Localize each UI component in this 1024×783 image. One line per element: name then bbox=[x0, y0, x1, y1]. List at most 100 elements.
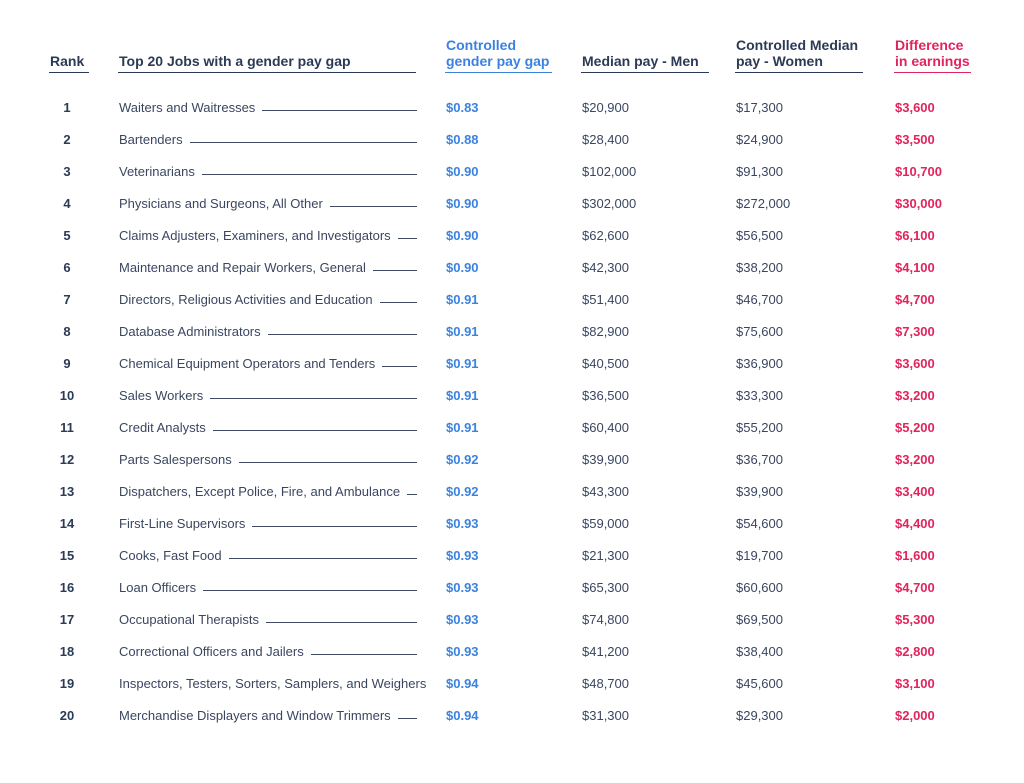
table-row: 20 Merchandise Displayers and Window Trim… bbox=[0, 708, 1024, 740]
table-row: 1 Waiters and Waitresses $0.83 $20,900 $17,3… bbox=[0, 100, 1024, 132]
header-women-line2: pay - Women bbox=[736, 53, 823, 69]
men-pay-cell: $48,700 bbox=[582, 676, 629, 691]
difference-cell: $3,600 bbox=[895, 356, 935, 371]
gap-cell: $0.90 bbox=[446, 228, 479, 243]
difference-cell: $4,400 bbox=[895, 516, 935, 531]
women-pay-cell: $36,700 bbox=[736, 452, 783, 467]
table-row: 11 Credit Analysts $0.91 $60,400 $55,200 $5,2… bbox=[0, 420, 1024, 452]
difference-cell: $10,700 bbox=[895, 164, 942, 179]
leader-line bbox=[265, 621, 417, 623]
job-cell: Cooks, Fast Food bbox=[119, 548, 417, 564]
leader-line bbox=[407, 493, 417, 495]
job-title: Parts Salespersons bbox=[119, 452, 232, 467]
job-title: Sales Workers bbox=[119, 388, 204, 403]
rank-cell: 12 bbox=[59, 452, 75, 467]
leader-line bbox=[379, 301, 417, 303]
table-row: 14 First-Line Supervisors $0.93 $59,000 $54,… bbox=[0, 516, 1024, 548]
job-title: Credit Analysts bbox=[119, 420, 206, 435]
women-pay-cell: $69,500 bbox=[736, 612, 783, 627]
table-row: 10 Sales Workers $0.91 $36,500 $33,300 $3,200 bbox=[0, 388, 1024, 420]
difference-cell: $4,700 bbox=[895, 292, 935, 307]
table-row: 4 Physicians and Surgeons, All Other $0.90… bbox=[0, 196, 1024, 228]
job-cell: Dispatchers, Except Police, Fire, and Am… bbox=[119, 484, 417, 500]
gap-cell: $0.90 bbox=[446, 164, 479, 179]
table-row: 6 Maintenance and Repair Workers, General… bbox=[0, 260, 1024, 292]
women-pay-cell: $39,900 bbox=[736, 484, 783, 499]
leader-line bbox=[189, 141, 417, 143]
rank-cell: 14 bbox=[59, 516, 75, 531]
difference-cell: $5,300 bbox=[895, 612, 935, 627]
rank-cell: 9 bbox=[63, 356, 71, 371]
table-row: 3 Veterinarians $0.90 $102,000 $91,300 $10,70… bbox=[0, 164, 1024, 196]
job-cell: Occupational Therapists bbox=[119, 612, 417, 628]
men-pay-cell: $42,300 bbox=[582, 260, 629, 275]
women-pay-cell: $36,900 bbox=[736, 356, 783, 371]
women-pay-cell: $91,300 bbox=[736, 164, 783, 179]
men-pay-cell: $62,600 bbox=[582, 228, 629, 243]
job-title: Waiters and Waitresses bbox=[119, 100, 256, 115]
difference-cell: $3,100 bbox=[895, 676, 935, 691]
difference-cell: $3,600 bbox=[895, 100, 935, 115]
rank-cell: 16 bbox=[59, 580, 75, 595]
rank-cell: 11 bbox=[60, 420, 74, 435]
rank-cell: 4 bbox=[63, 196, 71, 211]
header-men: Median pay - Men bbox=[582, 53, 699, 69]
rank-cell: 19 bbox=[59, 676, 75, 691]
table-row: 8 Database Administrators $0.91 $82,900 $75,… bbox=[0, 324, 1024, 356]
header-job: Top 20 Jobs with a gender pay gap bbox=[119, 53, 351, 69]
men-pay-cell: $36,500 bbox=[582, 388, 629, 403]
job-cell: First-Line Supervisors bbox=[119, 516, 417, 532]
difference-cell: $1,600 bbox=[895, 548, 935, 563]
men-pay-cell: $51,400 bbox=[582, 292, 629, 307]
table-row: 9 Chemical Equipment Operators and Tender… bbox=[0, 356, 1024, 388]
leader-line bbox=[397, 717, 417, 719]
header-gap-underline bbox=[445, 72, 552, 73]
rank-cell: 17 bbox=[59, 612, 75, 627]
job-cell: Maintenance and Repair Workers, General bbox=[119, 260, 417, 276]
header-men-underline bbox=[581, 72, 709, 73]
table-row: 5 Claims Adjusters, Examiners, and Invest… bbox=[0, 228, 1024, 260]
job-cell: Inspectors, Testers, Sorters, Samplers, … bbox=[119, 676, 426, 692]
table-row: 18 Correctional Officers and Jailers $0.93… bbox=[0, 644, 1024, 676]
men-pay-cell: $59,000 bbox=[582, 516, 629, 531]
rank-cell: 2 bbox=[63, 132, 71, 147]
job-title: Physicians and Surgeons, All Other bbox=[119, 196, 323, 211]
leader-line bbox=[372, 269, 417, 271]
women-pay-cell: $19,700 bbox=[736, 548, 783, 563]
header-rank-underline bbox=[49, 72, 89, 73]
rank-cell: 13 bbox=[59, 484, 75, 499]
difference-cell: $3,200 bbox=[895, 452, 935, 467]
job-cell: Claims Adjusters, Examiners, and Investi… bbox=[119, 228, 417, 244]
women-pay-cell: $29,300 bbox=[736, 708, 783, 723]
leader-line bbox=[238, 461, 417, 463]
gap-cell: $0.92 bbox=[446, 452, 479, 467]
header-women-underline bbox=[735, 72, 863, 73]
gap-cell: $0.90 bbox=[446, 260, 479, 275]
men-pay-cell: $20,900 bbox=[582, 100, 629, 115]
rank-cell: 1 bbox=[63, 100, 71, 115]
rank-cell: 15 bbox=[59, 548, 75, 563]
leader-line bbox=[382, 365, 417, 367]
header-diff-line1: Difference bbox=[895, 37, 964, 53]
women-pay-cell: $24,900 bbox=[736, 132, 783, 147]
gap-cell: $0.91 bbox=[446, 356, 479, 371]
header-job-underline bbox=[118, 72, 416, 73]
women-pay-cell: $46,700 bbox=[736, 292, 783, 307]
women-pay-cell: $33,300 bbox=[736, 388, 783, 403]
men-pay-cell: $39,900 bbox=[582, 452, 629, 467]
job-title: Correctional Officers and Jailers bbox=[119, 644, 304, 659]
women-pay-cell: $55,200 bbox=[736, 420, 783, 435]
difference-cell: $7,300 bbox=[895, 324, 935, 339]
job-title: Bartenders bbox=[119, 132, 183, 147]
table-row: 17 Occupational Therapists $0.93 $74,800 $69… bbox=[0, 612, 1024, 644]
job-title: Database Administrators bbox=[119, 324, 261, 339]
gap-cell: $0.94 bbox=[446, 708, 479, 723]
rank-cell: 3 bbox=[63, 164, 71, 179]
job-title: Dispatchers, Except Police, Fire, and Am… bbox=[119, 484, 401, 499]
job-title: First-Line Supervisors bbox=[119, 516, 246, 531]
job-title: Directors, Religious Activities and Educ… bbox=[119, 292, 373, 307]
rank-cell: 5 bbox=[63, 228, 71, 243]
leader-line bbox=[210, 397, 417, 399]
header-diff-line2: in earnings bbox=[895, 53, 970, 69]
leader-line bbox=[228, 557, 417, 559]
